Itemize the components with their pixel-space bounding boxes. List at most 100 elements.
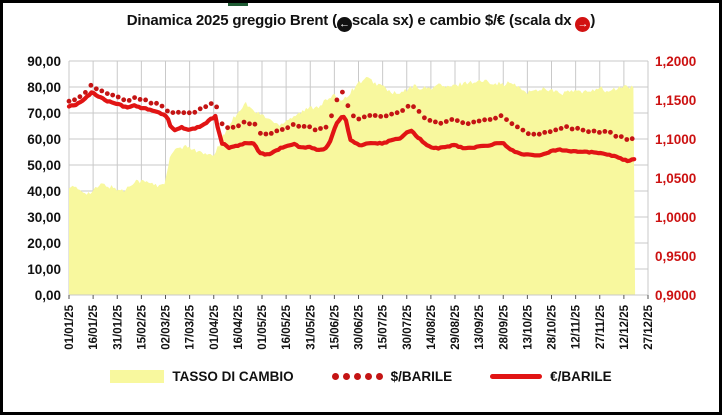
dotted-series-point-dollari-barile [192,109,198,115]
dotted-series-point-dollari-barile [504,117,509,122]
dotted-series-point-dollari-barile [575,125,580,131]
solid-series-euro-barile [66,90,637,164]
x-axis-tick-label: 13/09/25 [474,304,486,349]
y-left-tick-label: 40,00 [27,184,61,199]
dotted-series-point-dollari-barile [159,103,165,109]
y-left-tick-label: 30,00 [27,210,61,225]
dotted-series-point-dollari-barile [72,97,77,103]
x-axis-tick-label: 27/12/25 [643,304,655,349]
x-axis-tick-label: 27/11/25 [595,304,607,349]
x-axis-tick-label: 15/06/25 [329,304,341,349]
legend-marker-dotted [331,373,383,380]
dotted-series-point-dollari-barile [318,126,323,131]
dotted-series-point-dollari-barile [186,110,192,116]
dotted-series-point-dollari-barile [323,124,329,130]
x-axis-tick-label: 12/11/25 [571,304,583,349]
x-axis-tick-label: 16/05/25 [281,304,293,349]
dotted-series-point-dollari-barile [208,101,214,106]
dotted-series-point-dollari-barile [542,130,548,135]
dotted-series-point-dollari-barile [465,121,471,127]
dotted-series-point-dollari-barile [515,124,520,130]
dotted-series-point-dollari-barile [230,124,236,130]
y-left-tick-label: 70,00 [27,106,61,121]
dotted-series-point-dollari-barile [170,110,176,115]
x-axis-tick-label: 31/05/25 [305,304,317,349]
dotted-series-point-dollari-barile [77,94,83,100]
title-text-2: scala sx) e cambio $/€ (scala dx [351,12,576,29]
legend-item-dollari-barile: $/BARILE [331,369,453,384]
dotted-series-point-dollari-barile [525,131,531,137]
dotted-series-point-dollari-barile [531,131,537,137]
y-right-tick-label: 1,0500 [655,171,696,186]
dotted-series-point-dollari-barile [361,114,367,120]
dotted-series-point-dollari-barile [137,97,143,102]
x-axis-tick-label: 31/01/25 [112,304,124,349]
dotted-series-point-dollari-barile [268,131,274,136]
dotted-series-point-dollari-barile [536,131,542,137]
y-left-tick-label: 0,00 [35,288,61,303]
dotted-series-point-dollari-barile [247,121,252,127]
dotted-series-point-dollari-barile [547,129,553,135]
dotted-series-point-dollari-barile [165,108,170,114]
dotted-series-point-dollari-barile [99,88,105,94]
x-axis-tick-label: 17/03/25 [185,304,197,349]
dotted-series-point-dollari-barile [411,104,416,110]
dotted-series-point-dollari-barile [312,127,318,133]
dotted-series-point-dollari-barile [389,111,394,117]
legend-swatch-area [110,370,165,383]
dotted-series-point-dollari-barile [285,125,291,131]
dotted-series-point-dollari-barile [460,120,466,126]
dotted-series-point-dollari-barile [88,82,94,88]
dotted-series-point-dollari-barile [351,113,356,119]
x-axis-tick-label: 14/08/25 [426,304,438,349]
legend-label: $/BARILE [390,369,453,384]
x-axis-tick-label: 01/01/25 [64,304,76,349]
dotted-series-point-dollari-barile [433,119,438,125]
legend-label: TASSO DI CAMBIO [172,369,294,384]
dotted-series-point-dollari-barile [449,117,455,122]
dotted-series-point-dollari-barile [416,109,422,114]
dotted-series-point-dollari-barile [394,110,400,116]
dotted-series-point-dollari-barile [509,121,515,127]
dotted-series-point-dollari-barile [214,104,220,110]
dotted-series-point-dollari-barile [405,103,411,109]
dotted-series-point-dollari-barile [329,113,334,119]
y-right-tick-label: 1,1500 [655,93,696,108]
dotted-series-point-dollari-barile [126,98,132,103]
dotted-series-point-dollari-barile [613,133,619,139]
dotted-series-point-dollari-barile [290,122,296,127]
dotted-series-point-dollari-barile [438,120,444,126]
dotted-series-point-dollari-barile [104,91,110,96]
x-axis-tick-label: 30/06/25 [354,304,366,349]
x-axis-tick-label: 01/05/25 [257,304,269,349]
y-left-tick-label: 90,00 [27,54,61,69]
x-axis-tick-label: 01/04/25 [209,304,221,349]
x-axis-tick-label: 15/07/25 [378,304,390,349]
x-axis-tick-label: 15/02/25 [136,304,148,349]
dotted-series-point-dollari-barile [471,119,477,125]
dotted-series-point-dollari-barile [197,106,203,112]
dotted-series-point-dollari-barile [378,114,384,119]
y-left-tick-label: 80,00 [27,80,61,95]
dotted-series-point-dollari-barile [219,121,225,127]
title-text-1: Dinamica 2025 greggio Brent ( [126,12,337,29]
dotted-series-point-dollari-barile [176,109,181,115]
chart-title: Dinamica 2025 greggio Brent (← scala sx) … [3,12,719,32]
dotted-series-point-dollari-barile [624,137,630,142]
dotted-series-point-dollari-barile [258,130,263,136]
dotted-series-point-dollari-barile [241,119,247,125]
dotted-series-point-dollari-barile [274,128,280,134]
dotted-series-point-dollari-barile [443,119,449,124]
dotted-series-point-dollari-barile [580,127,586,133]
dotted-series-point-dollari-barile [236,123,241,129]
dotted-series-point-dollari-barile [564,124,569,129]
x-axis-tick-label: 12/12/25 [619,304,631,349]
dotted-series-point-dollari-barile [482,117,487,123]
dotted-series-point-dollari-barile [115,94,121,100]
x-axis-tick-label: 28/09/25 [498,304,510,349]
dotted-series-point-dollari-barile [301,124,307,129]
dotted-series-point-dollari-barile [383,113,389,119]
dotted-series-point-dollari-barile [553,127,559,133]
dotted-series-point-dollari-barile [629,136,635,142]
x-axis-tick-label: 02/03/25 [161,304,173,349]
